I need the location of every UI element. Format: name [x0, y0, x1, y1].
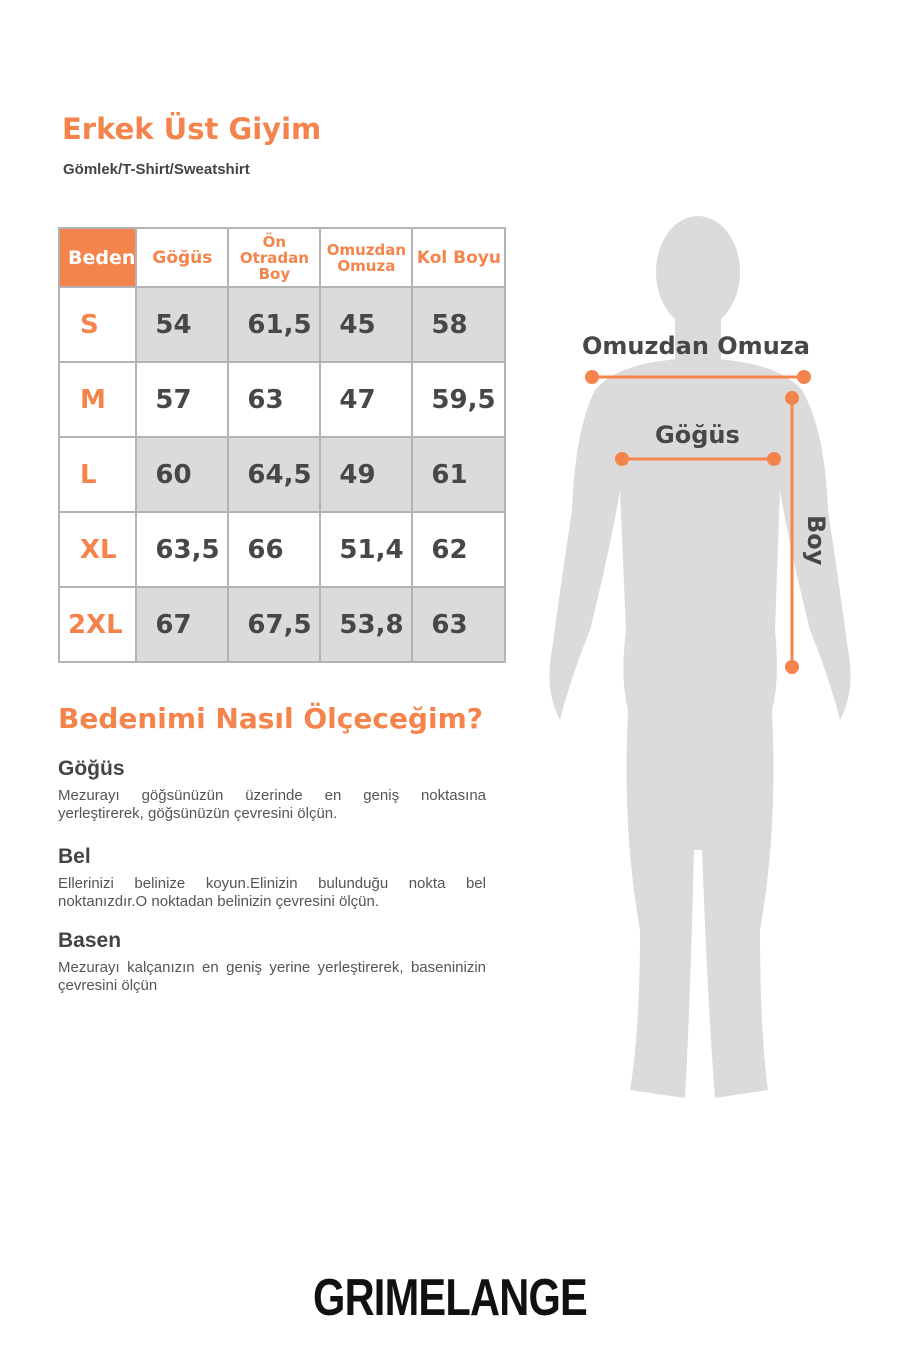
brand-logo: GRIMELANGE — [313, 1269, 588, 1327]
howto-section-gogus: Göğüs Mezurayı göğsünüzün üzerinde en ge… — [58, 757, 486, 823]
measure-point — [767, 452, 781, 466]
value-cell: 57 — [135, 361, 230, 438]
value-cell: 61 — [411, 436, 507, 513]
value-cell: 63,5 — [135, 511, 230, 588]
table-row: S 54 61,5 45 58 — [57, 286, 507, 363]
measure-point — [785, 660, 799, 674]
section-heading: Bel — [58, 845, 91, 868]
section-heading: Göğüs — [58, 757, 125, 780]
value-cell: 54 — [135, 286, 230, 363]
value-cell: 63 — [227, 361, 322, 438]
shoulder-label: Omuzdan Omuza — [582, 332, 810, 360]
section-text: Ellerinizi belinize koyun.Elinizin bulun… — [58, 875, 486, 910]
value-cell: 64,5 — [227, 436, 322, 513]
value-cell: 60 — [135, 436, 230, 513]
size-table: Beden Göğüs Ön Otradan Boy Omuzdan Omuza… — [57, 227, 507, 663]
header-beden: Beden — [57, 227, 138, 288]
measure-point — [797, 370, 811, 384]
table-row: L 60 64,5 49 61 — [57, 436, 507, 513]
table-row: 2XL 67 67,5 53,8 63 — [57, 586, 507, 663]
measure-point — [585, 370, 599, 384]
header-kol-boyu: Kol Boyu — [411, 227, 507, 288]
measure-point — [615, 452, 629, 466]
value-cell: 67 — [135, 586, 230, 663]
header-omuz: Omuzdan Omuza — [319, 227, 414, 288]
value-cell: 66 — [227, 511, 322, 588]
body-silhouette — [549, 216, 851, 1098]
header-gogus: Göğüs — [135, 227, 230, 288]
section-heading: Basen — [58, 929, 122, 952]
section-text: Mezurayı göğsünüzün üzerinde en geniş no… — [58, 787, 486, 822]
value-cell: 62 — [411, 511, 507, 588]
header-on-boy: Ön Otradan Boy — [227, 227, 322, 288]
table-row: M 57 63 47 59,5 — [57, 361, 507, 438]
value-cell: 45 — [319, 286, 414, 363]
howto-title: Bedenimi Nasıl Ölçeceğim? — [58, 702, 483, 735]
value-cell: 58 — [411, 286, 507, 363]
value-cell: 63 — [411, 586, 507, 663]
value-cell: 53,8 — [319, 586, 414, 663]
table-row: XL 63,5 66 51,4 62 — [57, 511, 507, 588]
chest-label: Göğüs — [655, 421, 740, 449]
size-cell: M — [57, 361, 138, 438]
size-cell: 2XL — [57, 586, 138, 663]
value-cell: 67,5 — [227, 586, 322, 663]
measure-point — [785, 391, 799, 405]
page-title: Erkek Üst Giyim — [62, 112, 322, 146]
value-cell: 59,5 — [411, 361, 507, 438]
howto-section-bel: Bel Ellerinizi belinize koyun.Elinizin b… — [58, 845, 486, 911]
section-text: Mezurayı kalçanızın en geniş yerine yerl… — [58, 959, 486, 994]
size-cell: L — [57, 436, 138, 513]
howto-section-basen: Basen Mezurayı kalçanızın en geniş yerin… — [58, 929, 486, 995]
size-cell: XL — [57, 511, 138, 588]
table-header-row: Beden Göğüs Ön Otradan Boy Omuzdan Omuza… — [57, 227, 507, 288]
value-cell: 61,5 — [227, 286, 322, 363]
value-cell: 49 — [319, 436, 414, 513]
value-cell: 51,4 — [319, 511, 414, 588]
length-label: Boy — [802, 515, 830, 566]
value-cell: 47 — [319, 361, 414, 438]
size-cell: S — [57, 286, 138, 363]
page-subtitle: Gömlek/T-Shirt/Sweatshirt — [63, 161, 250, 178]
